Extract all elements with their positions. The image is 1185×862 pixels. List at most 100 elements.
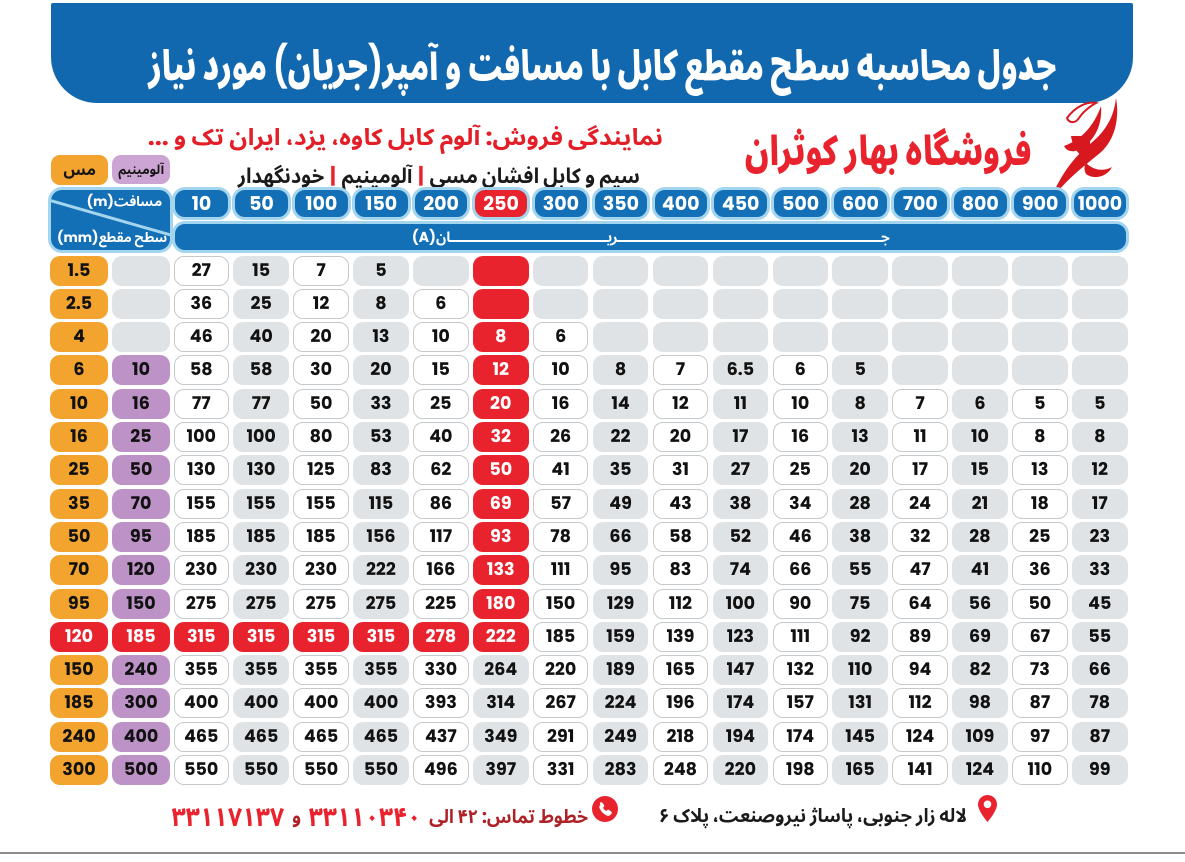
amp-cell-r4-c3: 33 bbox=[353, 388, 409, 419]
products-item-copper-wire: سیم و کابل افشان مسی bbox=[429, 162, 640, 191]
amp-cell-r9-c4: 166 bbox=[413, 555, 469, 586]
amp-cell-r3-c6: 10 bbox=[532, 355, 589, 386]
amp-cell-r5-c11: 13 bbox=[832, 422, 888, 452]
amp-cell-r11-c7: 159 bbox=[592, 621, 649, 652]
amp-cell-r8-c11: 38 bbox=[832, 521, 888, 552]
amp-cell-r0-c9 bbox=[712, 255, 769, 286]
amp-cell-r2-c9 bbox=[712, 322, 769, 353]
copper-size-185: 185 bbox=[50, 688, 108, 719]
copper-size-2.5: 2.5 bbox=[50, 288, 108, 319]
products-item-self-supporting: خودنگهدار bbox=[238, 162, 325, 191]
amp-cell-r6-c13: 15 bbox=[952, 455, 1008, 486]
amp-cell-r12-c2: 355 bbox=[293, 655, 349, 686]
amp-cell-r10-c0: 275 bbox=[173, 588, 229, 619]
amp-cell-r14-c8: 218 bbox=[652, 721, 709, 752]
amp-cell-r0-c15 bbox=[1072, 255, 1128, 286]
amp-cell-r15-c12: 141 bbox=[892, 755, 948, 785]
aluminum-size-500: 500 bbox=[112, 755, 170, 785]
amp-cell-r7-c0: 155 bbox=[173, 488, 229, 519]
amp-cell-r9-c11: 55 bbox=[832, 555, 888, 586]
amp-cell-r9-c5: 133 bbox=[473, 555, 529, 586]
amp-cell-r5-c7: 22 bbox=[592, 422, 649, 452]
amp-cell-r13-c13: 98 bbox=[952, 688, 1008, 719]
amp-cell-r0-c14 bbox=[1012, 255, 1068, 286]
amp-cell-r7-c15: 17 bbox=[1072, 488, 1128, 519]
amp-cell-r9-c15: 33 bbox=[1072, 555, 1128, 586]
amp-cell-r13-c6: 267 bbox=[532, 688, 589, 719]
amp-cell-r15-c4: 496 bbox=[413, 755, 469, 785]
amp-cell-r4-c1: 77 bbox=[233, 388, 289, 419]
copper-size-10: 10 bbox=[50, 388, 108, 419]
distance-header-100: 100 bbox=[292, 187, 351, 220]
amp-cell-r14-c3: 465 bbox=[353, 721, 409, 752]
amp-cell-r9-c7: 95 bbox=[592, 555, 649, 586]
amp-cell-r12-c7: 189 bbox=[592, 655, 649, 686]
amp-cell-r2-c0: 46 bbox=[173, 322, 229, 353]
legend-copper-label: مس bbox=[63, 158, 96, 181]
aluminum-size-70: 70 bbox=[112, 488, 170, 519]
amp-cell-r12-c15: 66 bbox=[1072, 655, 1128, 686]
amp-cell-r8-c7: 66 bbox=[592, 521, 649, 552]
distance-header-150: 150 bbox=[352, 187, 411, 220]
amp-cell-r5-c0: 100 bbox=[173, 422, 229, 452]
products-line: سیم و کابل افشان مسی|آلومینیم|خودنگهدار bbox=[238, 155, 640, 199]
amp-cell-r12-c1: 355 bbox=[233, 655, 289, 686]
amp-cell-r5-c15: 8 bbox=[1072, 422, 1128, 452]
amp-cell-r3-c1: 58 bbox=[233, 355, 289, 386]
phone-icon bbox=[592, 796, 618, 822]
copper-size-150: 150 bbox=[50, 655, 108, 686]
copper-size-4: 4 bbox=[50, 322, 108, 353]
amp-cell-r7-c2: 155 bbox=[293, 488, 349, 519]
amp-cell-r7-c12: 24 bbox=[892, 488, 948, 519]
distance-header-200: 200 bbox=[411, 187, 471, 220]
amp-cell-r6-c12: 17 bbox=[892, 455, 948, 486]
amp-cell-r6-c14: 13 bbox=[1012, 455, 1068, 486]
amp-cell-r12-c9: 147 bbox=[712, 655, 769, 686]
amp-cell-r7-c5: 69 bbox=[473, 488, 529, 519]
amp-cell-r5-c8: 20 bbox=[652, 422, 709, 452]
amp-cell-r2-c6: 6 bbox=[532, 322, 589, 353]
amp-cell-r1-c1: 25 bbox=[233, 288, 289, 319]
phone-number-2: ۳۳۱۱۷۱۳۷ bbox=[171, 800, 285, 836]
aluminum-size-400: 400 bbox=[112, 721, 170, 752]
amp-cell-r14-c15: 87 bbox=[1072, 721, 1128, 752]
amp-cell-r14-c9: 194 bbox=[712, 721, 769, 752]
amp-cell-r5-c4: 40 bbox=[413, 422, 469, 452]
distance-header-250: 250 bbox=[471, 187, 531, 220]
amp-cell-r3-c9: 6.5 bbox=[712, 355, 769, 386]
amp-cell-r10-c5: 180 bbox=[473, 588, 529, 619]
amp-cell-r0-c11 bbox=[832, 255, 888, 286]
aluminum-size-50: 50 bbox=[112, 455, 170, 486]
amp-cell-r1-c13 bbox=[952, 288, 1008, 319]
amp-cell-r7-c13: 21 bbox=[952, 488, 1008, 519]
amp-cell-r11-c2: 315 bbox=[293, 621, 349, 652]
amp-cell-r9-c13: 41 bbox=[952, 555, 1008, 586]
distance-header-900: 900 bbox=[1010, 187, 1070, 220]
amp-cell-r4-c5: 20 bbox=[473, 388, 529, 419]
amp-cell-r9-c2: 230 bbox=[293, 555, 349, 586]
amp-cell-r3-c12 bbox=[892, 355, 948, 386]
copper-size-6: 6 bbox=[50, 355, 108, 386]
phone-label: خطوط تماس: ۴۲ الی bbox=[429, 803, 588, 830]
amp-cell-r13-c9: 174 bbox=[712, 688, 769, 719]
amp-cell-r4-c0: 77 bbox=[173, 388, 229, 419]
amp-cell-r14-c13: 109 bbox=[952, 721, 1008, 752]
amp-cell-r0-c5 bbox=[473, 255, 529, 286]
amp-cell-r9-c8: 83 bbox=[652, 555, 709, 586]
amp-cell-r2-c11 bbox=[832, 322, 888, 353]
amp-cell-r5-c12: 11 bbox=[892, 422, 948, 452]
amp-cell-r1-c4: 6 bbox=[413, 288, 469, 319]
copper-size-25: 25 bbox=[50, 455, 108, 486]
amp-cell-r11-c9: 123 bbox=[712, 621, 769, 652]
amp-cell-r11-c3: 315 bbox=[353, 621, 409, 652]
amp-cell-r6-c9: 27 bbox=[712, 455, 769, 486]
amp-cell-r7-c9: 38 bbox=[712, 488, 769, 519]
amp-cell-r15-c8: 248 bbox=[652, 755, 709, 785]
brand-name: فروشگاه بهار کوثران bbox=[745, 123, 1032, 179]
aluminum-size-185: 185 bbox=[112, 621, 170, 652]
amp-cell-r8-c0: 185 bbox=[173, 521, 229, 552]
amp-cell-r11-c8: 139 bbox=[652, 621, 709, 652]
amp-cell-r11-c4: 278 bbox=[413, 621, 469, 652]
amp-cell-r2-c8 bbox=[652, 322, 709, 353]
amp-cell-r7-c8: 43 bbox=[652, 488, 709, 519]
